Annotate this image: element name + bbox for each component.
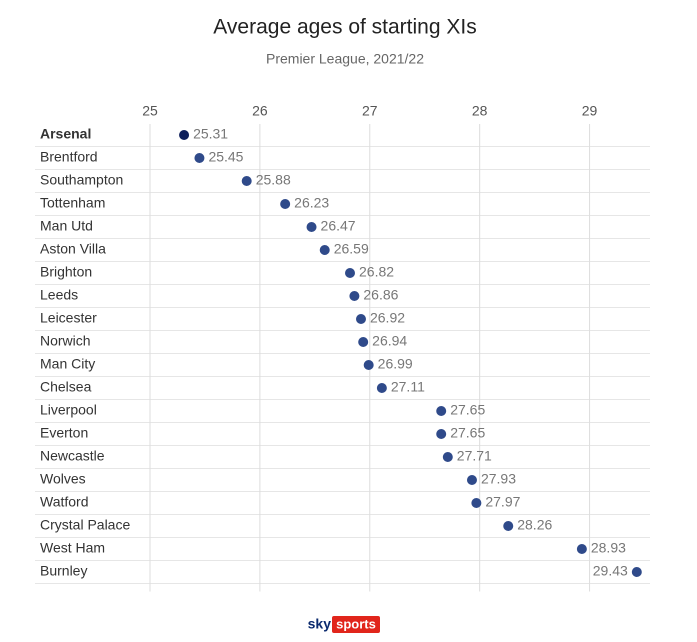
category-label: Newcastle	[40, 448, 105, 464]
category-label: Leeds	[40, 287, 78, 303]
dot	[503, 521, 514, 531]
x-tick-label: 29	[582, 103, 598, 119]
value-label: 29.43	[593, 563, 628, 579]
value-label: 26.94	[372, 333, 407, 349]
x-tick-label: 25	[142, 103, 158, 119]
value-label: 26.47	[321, 218, 356, 234]
dot	[194, 153, 205, 163]
value-label: 26.59	[334, 241, 369, 257]
value-label: 28.93	[591, 540, 626, 556]
value-label: 26.99	[378, 356, 413, 372]
logo-brand: sky	[308, 616, 332, 632]
value-label: 26.23	[294, 195, 329, 211]
logo-box	[332, 616, 380, 633]
value-label: 26.92	[370, 310, 405, 326]
chart-title: Average ages of starting XIs	[213, 16, 476, 39]
dot	[319, 245, 330, 255]
value-label: 25.31	[193, 126, 228, 142]
logo: sky sports	[308, 616, 380, 633]
logo-product: sports	[336, 616, 376, 631]
category-label: Tottenham	[40, 195, 105, 211]
dot	[631, 567, 642, 577]
dot	[442, 452, 453, 462]
dot	[179, 130, 190, 140]
category-label: Everton	[40, 425, 88, 441]
value-label: 27.65	[450, 402, 485, 418]
value-label: 25.88	[256, 172, 291, 188]
value-label: 25.45	[208, 149, 243, 165]
dot	[345, 268, 355, 278]
category-label: Brighton	[40, 264, 92, 280]
value-label: 27.65	[450, 425, 485, 441]
value-label: 27.71	[457, 448, 492, 464]
category-label: Watford	[40, 494, 89, 510]
dot	[349, 291, 360, 301]
category-label: Wolves	[40, 471, 86, 487]
value-label: 28.26	[517, 517, 552, 533]
chart-subtitle: Premier League, 2021/22	[266, 51, 424, 67]
dot	[241, 176, 252, 186]
x-tick-label: 28	[472, 103, 488, 119]
category-label: Norwich	[40, 333, 91, 349]
x-tick-label: 27	[362, 103, 378, 119]
value-label: 26.86	[363, 287, 398, 303]
category-label: Southampton	[40, 172, 123, 188]
dot	[576, 544, 587, 554]
dot	[280, 199, 291, 209]
value-label: 27.93	[481, 471, 516, 487]
category-label: Brentford	[40, 149, 98, 165]
dot	[466, 475, 477, 485]
category-label: Liverpool	[40, 402, 97, 418]
value-label: 27.11	[391, 379, 425, 395]
dot	[376, 383, 387, 393]
dot	[355, 314, 366, 324]
dot	[363, 360, 374, 370]
category-label: Arsenal	[40, 126, 91, 142]
value-label: 26.82	[359, 264, 394, 280]
category-label: Leicester	[40, 310, 97, 326]
category-label: Man Utd	[40, 218, 93, 234]
category-label: Chelsea	[40, 379, 92, 395]
category-label: Burnley	[40, 563, 87, 579]
x-tick-label: 26	[252, 103, 268, 119]
dot	[436, 406, 447, 416]
dot	[471, 498, 482, 508]
dot	[306, 222, 317, 232]
value-label: 27.97	[485, 494, 520, 510]
category-label: Man City	[40, 356, 95, 372]
category-label: West Ham	[40, 540, 105, 556]
dot	[358, 337, 369, 347]
dot	[436, 429, 447, 439]
category-label: Aston Villa	[40, 241, 106, 257]
category-label: Crystal Palace	[40, 517, 130, 533]
